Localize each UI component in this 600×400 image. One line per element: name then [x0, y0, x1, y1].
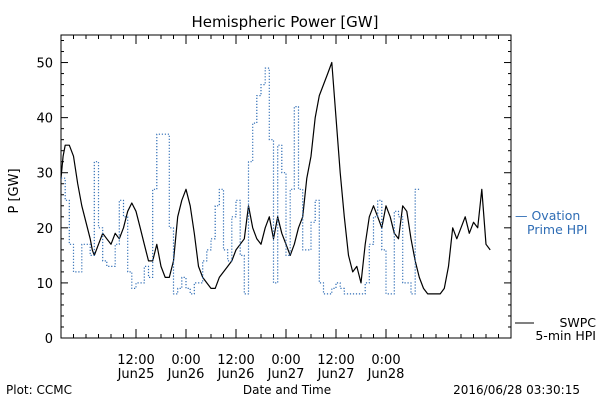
x-tick-date-label: Jun27: [317, 367, 355, 382]
x-tick-time-label: 0:00: [271, 353, 300, 368]
legend-swpc-line2: 5-min HPI: [535, 328, 596, 343]
legend-ovation-line1: — Ovation: [515, 208, 580, 223]
y-tick-label: 40: [36, 112, 53, 127]
footer-timestamp: 2016/06/28 03:30:15: [453, 383, 580, 397]
y-tick-label: 20: [36, 222, 53, 237]
series-line-ovation: [61, 67, 420, 295]
plot-area: 0102030405012:00Jun250:00Jun2612:00Jun26…: [36, 34, 596, 382]
x-tick-time-label: 12:00: [317, 353, 354, 368]
x-tick-date-label: Jun25: [117, 367, 155, 382]
legend-swpc-line1: SWPC: [559, 315, 596, 330]
chart-title: Hemispheric Power [GW]: [192, 13, 379, 31]
y-tick-label: 30: [36, 167, 53, 182]
x-axis-label: Date and Time: [243, 383, 331, 397]
x-tick-time-label: 12:00: [217, 353, 254, 368]
x-tick-date-label: Jun26: [167, 367, 205, 382]
y-tick-label: 10: [36, 277, 53, 292]
y-tick-label: 0: [45, 332, 53, 347]
footer-plot-credit: Plot: CCMC: [6, 383, 72, 397]
legend-ovation-line2: Prime HPI: [527, 222, 587, 237]
x-tick-time-label: 0:00: [371, 353, 400, 368]
x-tick-date-label: Jun28: [367, 367, 405, 382]
y-axis-label: P [GW]: [7, 168, 22, 213]
x-tick-time-label: 0:00: [171, 353, 200, 368]
x-tick-date-label: Jun26: [217, 367, 255, 382]
x-tick-time-label: 12:00: [117, 353, 154, 368]
x-tick-date-label: Jun27: [267, 367, 305, 382]
series-line-swpc: [60, 61, 491, 295]
y-tick-label: 50: [36, 57, 53, 72]
